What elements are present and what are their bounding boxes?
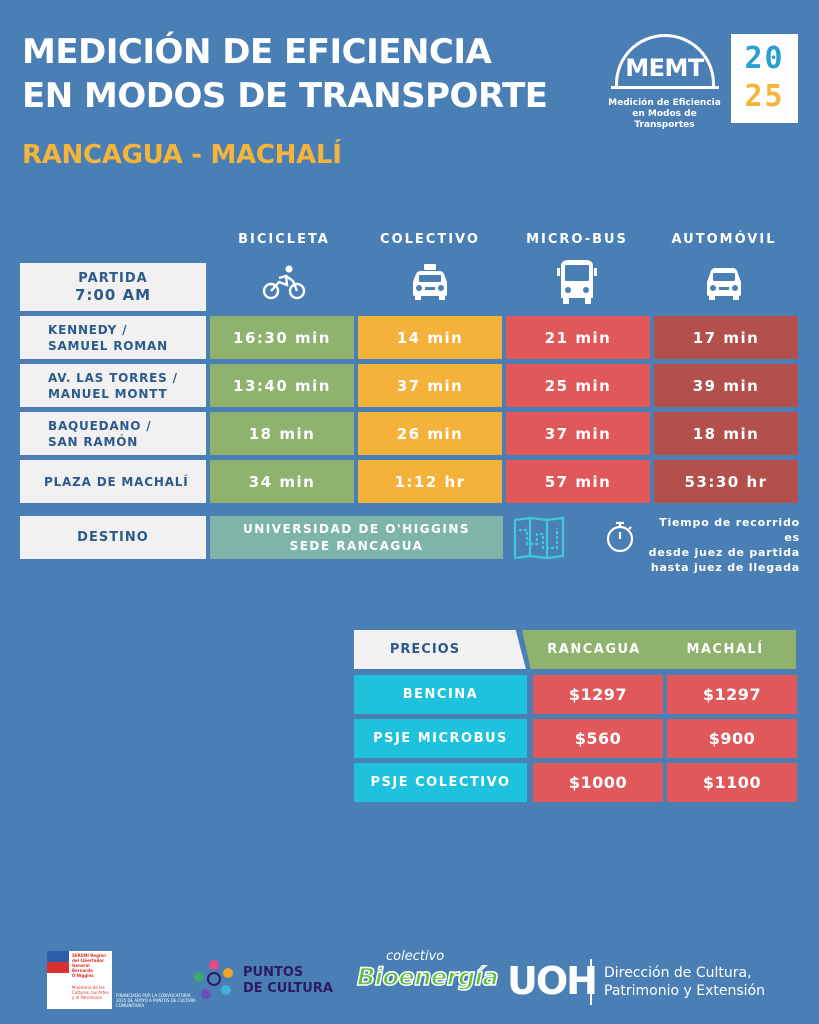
price-value: $1000 xyxy=(533,763,663,802)
time-cell: 53:30 hr xyxy=(654,460,798,503)
price-value: $900 xyxy=(667,719,797,758)
destino-place-line-1: UNIVERSIDAD DE O'HIGGINS xyxy=(242,521,471,536)
time-cell: 18 min xyxy=(654,412,798,455)
note-line-2: desde juez de partida xyxy=(648,546,800,559)
memt-logo: MEMT Medición de Eficiencia en Modos de … xyxy=(607,34,722,130)
car-icon xyxy=(650,258,798,306)
time-cell: 25 min xyxy=(506,364,650,407)
column-header-bicicleta: BICICLETA xyxy=(238,232,330,247)
price-header-machali: MACHALÍ xyxy=(654,630,796,669)
row-label-las-torres: AV. LAS TORRES / MANUEL MONTT xyxy=(20,364,206,407)
uoh-department: Dirección de Cultura, Patrimonio y Exten… xyxy=(604,964,765,1000)
time-cell: 1:12 hr xyxy=(358,460,502,503)
flag-red xyxy=(47,962,69,973)
row-label-line-2: SAN RAMÓN xyxy=(48,434,139,449)
column-header-microbus: MICRO-BUS xyxy=(526,232,628,247)
flag-blue xyxy=(47,951,69,962)
memt-underline xyxy=(611,86,719,89)
bus-icon xyxy=(503,258,651,306)
time-cell: 57 min xyxy=(506,460,650,503)
partida-label: PARTIDA 7:00 AM xyxy=(20,263,206,311)
row-label-line-2: SAMUEL ROMAN xyxy=(48,338,168,353)
memt-sub-line-2: en Modos de Transportes xyxy=(632,109,697,130)
note-line-1: Tiempo de recorrido es xyxy=(659,516,800,544)
taxi-icon xyxy=(356,258,504,306)
page-title: MEDICIÓN DE EFICIENCIA EN MODOS DE TRANS… xyxy=(22,30,548,118)
puntos-de-cultura-text: PUNTOS DE CULTURA xyxy=(243,965,333,997)
row-label-line-2: MANUEL MONTT xyxy=(48,386,168,401)
bicycle-icon xyxy=(210,258,358,306)
time-cell: 37 min xyxy=(358,364,502,407)
time-cell: 16:30 min xyxy=(210,316,354,359)
price-label-bencina: BENCINA xyxy=(354,675,527,714)
partida-title: PARTIDA xyxy=(78,270,148,286)
price-value: $1297 xyxy=(533,675,663,714)
puntos-line-1: PUNTOS xyxy=(243,965,304,980)
column-header-automovil: AUTOMÓVIL xyxy=(671,232,777,247)
time-cell: 34 min xyxy=(210,460,354,503)
row-label-line-1: KENNEDY / xyxy=(48,322,128,337)
uoh-line-2: Patrimonio y Extensión xyxy=(604,983,765,999)
time-cell: 39 min xyxy=(654,364,798,407)
footer-logos: SEREMI Región del Libertador General Ber… xyxy=(0,945,819,1024)
year-top: 20 xyxy=(744,41,785,76)
destino-label: DESTINO xyxy=(20,516,206,559)
column-header-colectivo: COLECTIVO xyxy=(380,232,480,247)
uoh-logo: UOH xyxy=(507,959,598,1003)
ministerio-text: Ministerio de las Culturas, las Artes y … xyxy=(72,985,109,1000)
memt-sub-line-1: Medición de Eficiencia xyxy=(608,98,721,108)
map-icon xyxy=(513,516,565,560)
note-line-3: hasta juez de llegada xyxy=(650,561,800,574)
price-value: $560 xyxy=(533,719,663,758)
puntos-de-cultura-icon xyxy=(192,957,237,1002)
time-cell: 26 min xyxy=(358,412,502,455)
partida-time: 7:00 AM xyxy=(74,285,152,304)
time-cell: 37 min xyxy=(506,412,650,455)
memt-wordmark: MEMT xyxy=(625,54,704,82)
row-label-line-1: PLAZA DE MACHALÍ xyxy=(44,474,189,489)
row-label-plaza-machali: PLAZA DE MACHALÍ xyxy=(20,460,206,503)
time-cell: 17 min xyxy=(654,316,798,359)
row-label-baquedano: BAQUEDANO / SAN RAMÓN xyxy=(20,412,206,455)
page-subtitle: RANCAGUA - MACHALÍ xyxy=(22,140,342,170)
price-header-rancagua: RANCAGUA xyxy=(522,630,666,669)
financiado-text: FINANCIADO POR LA CONVOCATORIA 2025 DE A… xyxy=(116,993,196,1008)
uoh-line-1: Dirección de Cultura, xyxy=(604,965,752,981)
seremi-logo: SEREMI Región del Libertador General Ber… xyxy=(47,951,112,1009)
colectivo-text: colectivo xyxy=(386,949,445,964)
title-line-2: EN MODOS DE TRANSPORTE xyxy=(22,76,548,116)
row-label-line-1: BAQUEDANO / xyxy=(48,418,152,433)
price-label-colectivo: PSJE COLECTIVO xyxy=(354,763,527,802)
uoh-divider xyxy=(590,959,592,1005)
row-label-kennedy: KENNEDY / SAMUEL ROMAN xyxy=(20,316,206,359)
puntos-line-2: DE CULTURA xyxy=(243,981,333,996)
title-line-1: MEDICIÓN DE EFICIENCIA xyxy=(22,32,492,72)
price-label-microbus: PSJE MICROBUS xyxy=(354,719,527,758)
time-cell: 14 min xyxy=(358,316,502,359)
row-label-line-1: AV. LAS TORRES / xyxy=(48,370,178,385)
price-value: $1297 xyxy=(667,675,797,714)
year-bottom: 25 xyxy=(744,79,785,114)
prices-header: PRECIOS xyxy=(354,630,526,669)
destino-place: UNIVERSIDAD DE O'HIGGINS SEDE RANCAGUA xyxy=(210,516,503,559)
time-cell: 18 min xyxy=(210,412,354,455)
stopwatch-icon xyxy=(605,520,635,554)
destino-place-line-2: SEDE RANCAGUA xyxy=(289,538,424,553)
seremi-text: SEREMI Región del Libertador General Ber… xyxy=(72,953,106,978)
time-cell: 13:40 min xyxy=(210,364,354,407)
timing-note: Tiempo de recorrido es desde juez de par… xyxy=(640,515,800,575)
year-badge: 20 25 xyxy=(731,34,798,123)
time-cell: 21 min xyxy=(506,316,650,359)
bioenergia-logo: Bioenergía xyxy=(356,962,499,992)
price-value: $1100 xyxy=(667,763,797,802)
memt-subtitle: Medición de Eficiencia en Modos de Trans… xyxy=(607,98,722,131)
